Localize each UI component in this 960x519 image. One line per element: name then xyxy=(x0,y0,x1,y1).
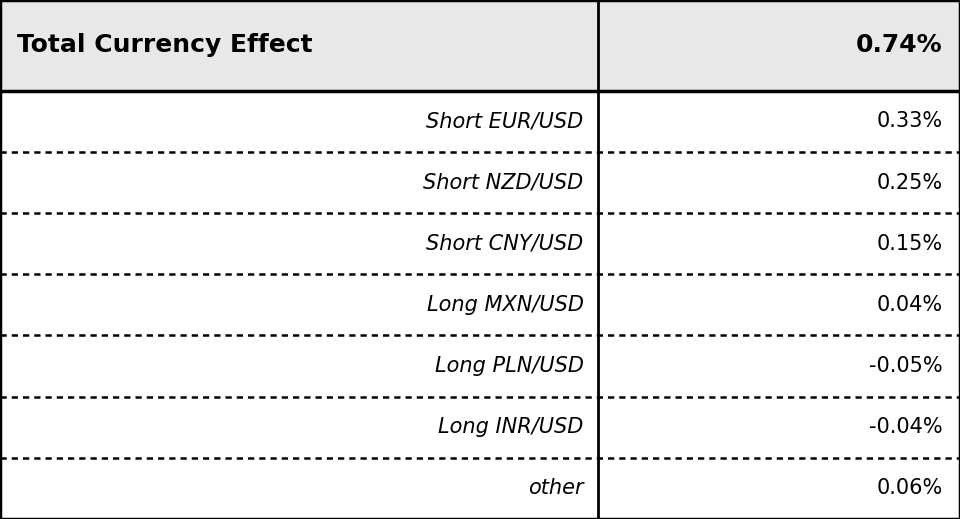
Text: Short EUR/USD: Short EUR/USD xyxy=(426,112,584,131)
Text: Long INR/USD: Long INR/USD xyxy=(439,417,584,437)
Text: 0.15%: 0.15% xyxy=(876,234,943,254)
Bar xyxy=(0,335,960,397)
Text: 0.25%: 0.25% xyxy=(876,173,943,193)
Text: Short CNY/USD: Short CNY/USD xyxy=(426,234,584,254)
Bar xyxy=(0,458,960,519)
Text: -0.05%: -0.05% xyxy=(869,356,943,376)
Bar xyxy=(0,152,960,213)
Text: Long PLN/USD: Long PLN/USD xyxy=(435,356,584,376)
Text: 0.06%: 0.06% xyxy=(876,479,943,498)
Text: Total Currency Effect: Total Currency Effect xyxy=(17,33,313,58)
Text: 0.04%: 0.04% xyxy=(876,295,943,315)
Text: 0.33%: 0.33% xyxy=(876,112,943,131)
Text: Long MXN/USD: Long MXN/USD xyxy=(426,295,584,315)
Bar xyxy=(0,275,960,335)
Text: -0.04%: -0.04% xyxy=(869,417,943,437)
Text: 0.74%: 0.74% xyxy=(856,33,943,58)
Bar xyxy=(0,397,960,458)
Bar xyxy=(0,213,960,275)
Text: other: other xyxy=(528,479,584,498)
Bar xyxy=(0,0,960,91)
Bar xyxy=(0,91,960,152)
Text: Short NZD/USD: Short NZD/USD xyxy=(423,173,584,193)
